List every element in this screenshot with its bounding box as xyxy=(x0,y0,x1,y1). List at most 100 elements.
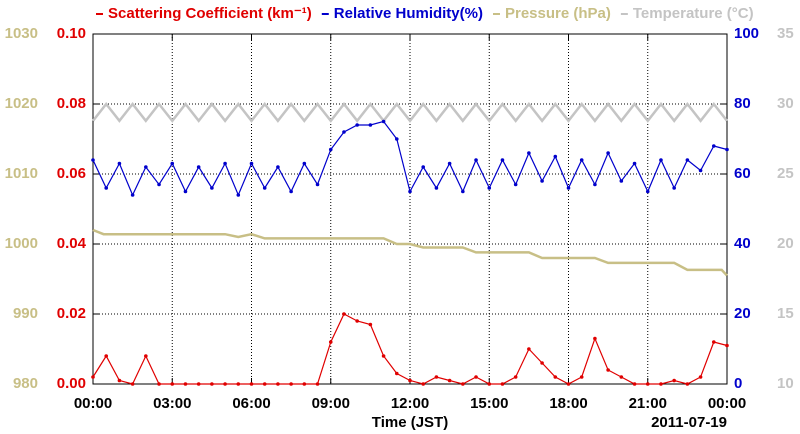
y-tick-label: 0.10 xyxy=(57,25,86,42)
point xyxy=(117,161,122,166)
y-tick-label: 0.02 xyxy=(57,305,86,322)
point xyxy=(302,161,307,166)
point xyxy=(144,165,148,169)
point xyxy=(632,382,637,386)
point xyxy=(421,382,426,386)
point xyxy=(659,382,663,386)
point xyxy=(566,186,571,190)
point xyxy=(342,312,346,316)
point xyxy=(381,354,386,358)
point xyxy=(408,378,412,383)
point xyxy=(355,319,359,323)
y-tick-label: 0 xyxy=(734,375,742,392)
series-line xyxy=(92,228,728,277)
date-label: 2011-07-19 xyxy=(651,414,727,431)
y-tick-label: 10 xyxy=(777,375,794,392)
x-tick-label: 15:00 xyxy=(470,395,508,412)
x-tick-label: 18:00 xyxy=(549,395,587,412)
point xyxy=(289,382,293,386)
y-tick-label: 60 xyxy=(734,165,751,182)
point xyxy=(381,119,386,124)
x-tick-label: 06:00 xyxy=(232,395,270,412)
point xyxy=(566,382,571,386)
y-tick-label: 40 xyxy=(734,235,751,252)
point xyxy=(342,130,346,134)
point xyxy=(91,375,95,379)
point xyxy=(500,382,505,386)
point xyxy=(711,144,716,148)
legend-label: Temperature (°C) xyxy=(633,5,754,22)
point xyxy=(117,378,122,383)
y-tick-label: 80 xyxy=(734,95,751,112)
point xyxy=(579,375,584,379)
point xyxy=(540,361,544,365)
series-line xyxy=(92,120,728,197)
x-tick-label: 03:00 xyxy=(153,395,191,412)
point xyxy=(302,382,307,386)
point xyxy=(500,158,505,162)
point xyxy=(104,186,109,190)
y-tick-label: 1020 xyxy=(5,95,38,112)
point xyxy=(236,382,241,386)
x-tick-label: 00:00 xyxy=(708,395,746,412)
point xyxy=(606,368,610,372)
point xyxy=(315,382,320,386)
point xyxy=(249,382,254,386)
point xyxy=(711,340,716,344)
point xyxy=(196,382,201,386)
point xyxy=(144,354,148,358)
y-tick-label: 0.06 xyxy=(57,165,86,182)
point xyxy=(474,158,478,162)
point xyxy=(725,343,729,348)
point xyxy=(632,161,637,166)
point xyxy=(474,375,478,379)
point xyxy=(553,154,558,159)
point xyxy=(421,165,426,169)
point xyxy=(210,382,214,386)
point xyxy=(91,158,95,162)
point xyxy=(157,182,161,187)
point xyxy=(593,182,597,187)
point xyxy=(223,382,227,386)
y-tick-label: 1030 xyxy=(5,25,38,42)
point xyxy=(579,158,584,162)
point xyxy=(394,371,399,376)
y-tick-label: 35 xyxy=(777,25,794,42)
y-tick-label: 0.04 xyxy=(57,235,87,252)
point xyxy=(355,123,359,127)
x-axis-label: Time (JST) xyxy=(372,414,448,431)
point xyxy=(276,382,280,386)
point xyxy=(659,158,663,162)
series-line xyxy=(92,101,728,123)
point xyxy=(276,165,280,169)
y-tick-label: 20 xyxy=(734,305,751,322)
y-tick-label: 100 xyxy=(734,25,759,42)
y-tick-label: 30 xyxy=(777,95,794,112)
point xyxy=(645,382,650,386)
point xyxy=(394,137,399,141)
point xyxy=(434,186,439,190)
legend-label: Scattering Coefficient (km⁻¹) xyxy=(108,5,312,22)
point xyxy=(210,186,214,190)
x-tick-label: 21:00 xyxy=(629,395,667,412)
point xyxy=(183,382,188,386)
y-tick-label: 25 xyxy=(777,165,794,182)
point xyxy=(461,382,465,386)
point xyxy=(170,382,175,386)
point xyxy=(130,193,135,197)
point xyxy=(157,382,161,386)
y-tick-label: 0.08 xyxy=(57,95,86,112)
point xyxy=(315,182,320,187)
point xyxy=(130,382,135,386)
point xyxy=(183,189,188,194)
point xyxy=(553,375,558,379)
point xyxy=(593,336,597,341)
point xyxy=(262,382,267,386)
point xyxy=(328,340,333,344)
point xyxy=(487,186,492,190)
point xyxy=(698,375,703,379)
x-tick-label: 12:00 xyxy=(391,395,429,412)
point xyxy=(368,322,373,327)
point xyxy=(513,375,518,379)
